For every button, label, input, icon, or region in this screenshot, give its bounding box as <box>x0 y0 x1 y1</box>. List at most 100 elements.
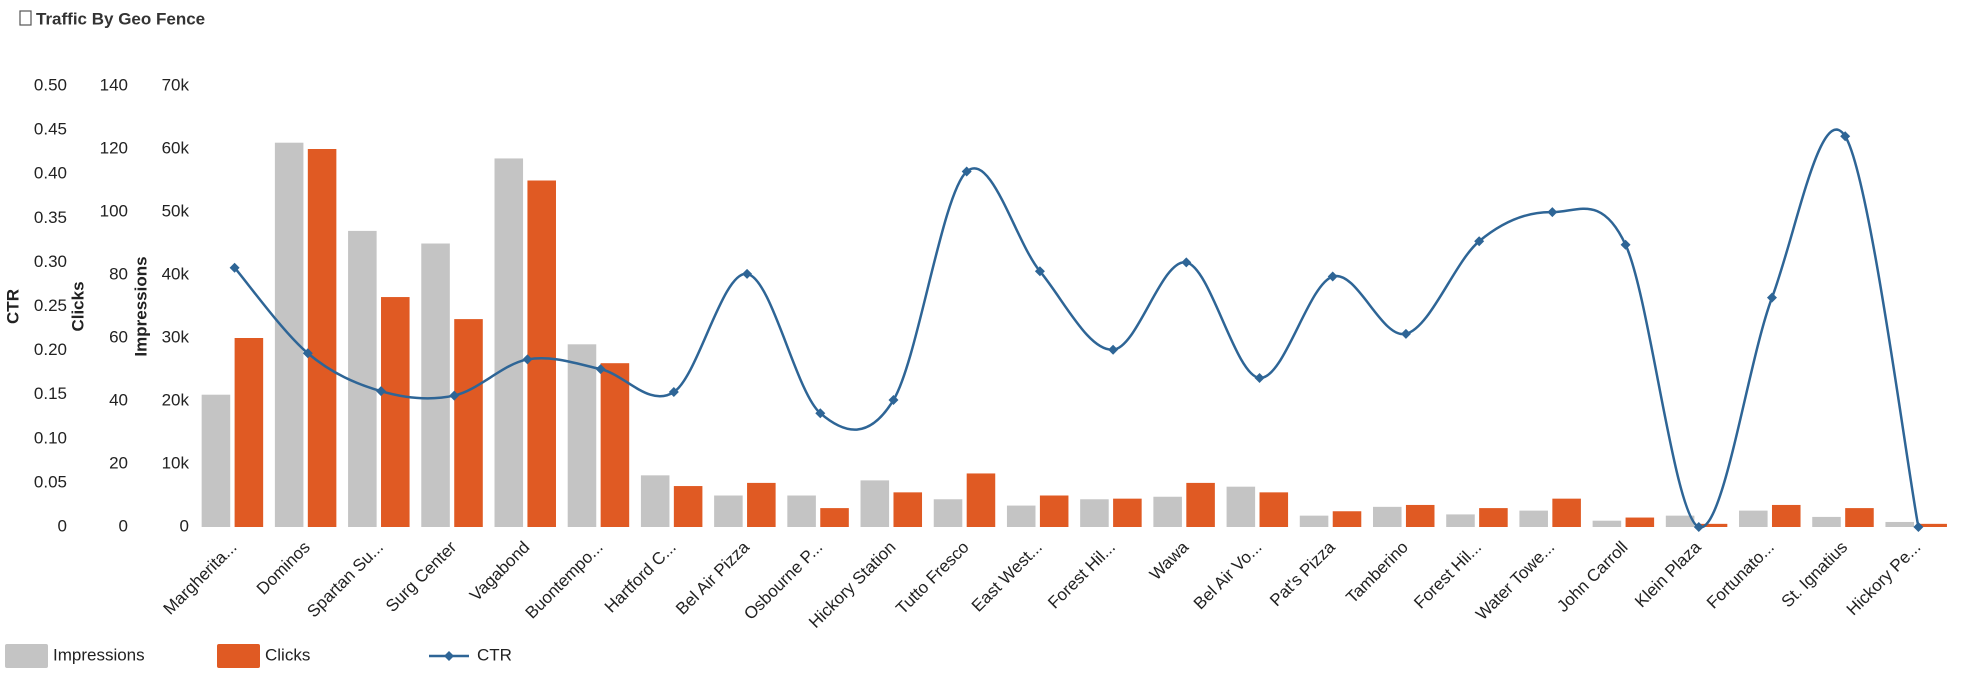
bar <box>1080 499 1109 527</box>
marker <box>1474 236 1485 247</box>
bar <box>307 149 337 527</box>
bar <box>1006 505 1036 527</box>
marker <box>1181 257 1192 268</box>
x-tick-label: Wawa <box>1146 537 1193 584</box>
marker <box>1254 372 1265 383</box>
bar <box>640 475 670 527</box>
bar <box>201 394 231 527</box>
x-tick-label: Dominos <box>253 538 314 599</box>
bar <box>1299 515 1329 527</box>
y-tick-label: 40 <box>109 390 128 409</box>
x-tick-label: Forest Hil... <box>1410 538 1485 613</box>
y-tick-label: 60 <box>109 327 128 346</box>
y-tick-label: 0.50 <box>34 75 67 94</box>
axis-title: Clicks <box>68 281 87 331</box>
y-tick-label: 80 <box>109 264 128 283</box>
bar <box>1698 523 1728 527</box>
bar <box>1332 511 1362 527</box>
bar <box>1771 504 1801 527</box>
marker <box>302 348 313 359</box>
y-tick-label: 0.40 <box>34 164 67 183</box>
bar <box>421 243 450 527</box>
x-tick-label: John Carroll <box>1553 538 1631 616</box>
legend-label: Impressions <box>53 645 145 664</box>
bar <box>933 499 963 527</box>
x-tick-label: Bel Air Pizza <box>672 537 753 618</box>
y-tick-label: 120 <box>100 138 128 157</box>
bar <box>820 508 849 527</box>
marker <box>449 390 460 401</box>
bar <box>1592 520 1622 527</box>
x-tick-label: Surg Center <box>382 537 460 615</box>
x-tick-label: Water Towe... <box>1472 538 1558 624</box>
bar <box>1885 521 1915 527</box>
bar <box>1186 482 1215 527</box>
x-tick-label: Tamberino <box>1342 538 1412 608</box>
x-tick-label: Fortunato... <box>1703 538 1778 613</box>
x-tick-label: Buontempo... <box>522 538 607 623</box>
marker <box>1547 207 1558 218</box>
x-tick-label: Margherita... <box>160 538 241 619</box>
bar <box>1479 508 1508 527</box>
marker <box>229 262 240 273</box>
x-tick-label: Forest Hil... <box>1044 538 1119 613</box>
bar <box>1812 516 1841 527</box>
x-tick-label: East West... <box>968 538 1046 616</box>
bar <box>787 495 816 527</box>
y-tick-label: 140 <box>100 75 128 94</box>
bar <box>348 230 377 527</box>
bar <box>494 158 524 527</box>
marker <box>1840 131 1851 142</box>
bar <box>893 492 923 527</box>
legend-label: CTR <box>477 645 512 664</box>
y-tick-label: 100 <box>100 201 128 220</box>
marker <box>1327 271 1338 282</box>
bar <box>1446 514 1475 527</box>
marker <box>376 386 387 397</box>
x-tick-label: Tutto Fresco <box>892 538 972 618</box>
bar <box>1739 510 1768 527</box>
axis-title: Impressions <box>131 256 150 356</box>
bar <box>1519 510 1548 527</box>
x-tick-label: St. Ignatius <box>1778 538 1852 612</box>
y-tick-label: 40k <box>162 264 190 283</box>
y-tick-label: 0.25 <box>34 296 67 315</box>
y-tick-label: 70k <box>162 75 190 94</box>
y-tick-label: 0 <box>58 516 67 535</box>
y-tick-label: 60k <box>162 138 190 157</box>
axis-title: CTR <box>3 289 22 324</box>
bar <box>1552 498 1581 527</box>
y-tick-label: 0.10 <box>34 428 67 447</box>
bar <box>381 297 410 527</box>
chart-title: Traffic By Geo Fence <box>36 9 205 28</box>
legend-swatch <box>217 644 260 668</box>
bar <box>567 344 597 527</box>
marker <box>595 364 606 375</box>
bar <box>747 482 776 527</box>
y-tick-label: 0 <box>180 516 189 535</box>
legend-label: Clicks <box>265 645 310 664</box>
x-tick-label: Hartford C... <box>601 538 680 617</box>
marker <box>742 268 753 279</box>
y-tick-label: 0.30 <box>34 252 67 271</box>
bar <box>454 319 483 527</box>
x-tick-label: Klein Plaza <box>1631 537 1705 611</box>
y-tick-label: 20 <box>109 453 128 472</box>
x-tick-label: Spartan Su... <box>303 538 387 622</box>
marker <box>815 408 826 419</box>
marker <box>522 354 533 365</box>
marker <box>961 166 972 177</box>
y-tick-label: 10k <box>162 453 190 472</box>
bar <box>1665 515 1695 527</box>
bar <box>1405 504 1435 527</box>
x-tick-label: Pat's Pizza <box>1266 537 1339 610</box>
marker <box>1693 522 1704 532</box>
y-tick-label: 0.05 <box>34 472 67 491</box>
bar <box>673 486 703 527</box>
marker <box>668 387 679 398</box>
bar <box>1226 486 1256 527</box>
marker <box>1766 292 1777 303</box>
bar <box>1113 498 1142 527</box>
